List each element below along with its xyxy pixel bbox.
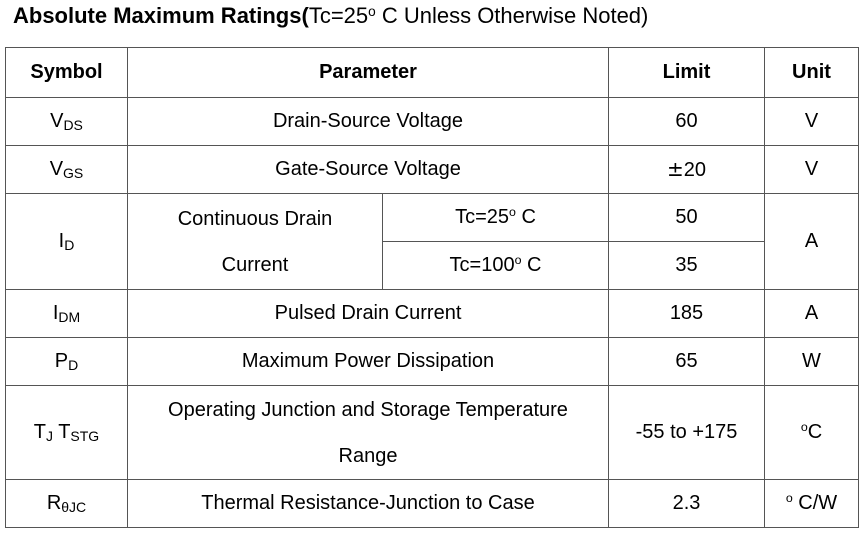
- title-main: Absolute Maximum Ratings(: [13, 3, 309, 28]
- limit-cell: 185: [608, 289, 765, 338]
- parameter-line-2: Range: [338, 444, 398, 467]
- symbol-main: I: [52, 302, 59, 324]
- parameter-cell: Pulsed Drain Current: [127, 289, 609, 338]
- parameter-line-1: Operating Junction and Storage Temperatu…: [168, 398, 568, 421]
- unit-cell: A: [764, 289, 859, 338]
- title-condition: Tc=25o C Unless Otherwise Noted): [309, 3, 649, 28]
- symbol-subscript: D: [68, 357, 79, 373]
- parameter-cell: Gate-Source Voltage: [127, 145, 609, 194]
- symbol-main: V: [50, 110, 64, 132]
- table-row-id-1: ID Continuous Drain Current Tc=25o C 50 A: [5, 193, 859, 290]
- symbol-main: V: [49, 158, 64, 180]
- unit-cell: oC: [764, 385, 859, 480]
- symbol-subscript: GS: [63, 165, 84, 181]
- unit-cell: V: [764, 145, 859, 194]
- degree-mark: o: [514, 253, 522, 268]
- condition-suffix: C: [521, 254, 542, 276]
- symbol-cell: IDM: [5, 289, 128, 338]
- header-unit: Unit: [764, 47, 859, 98]
- header-parameter: Parameter: [127, 47, 609, 98]
- symbol-main-2: T: [53, 421, 71, 443]
- unit-cell: W: [764, 337, 859, 386]
- plus-minus-sign: ±: [666, 157, 684, 181]
- table-row-tj: TJ TSTG Operating Junction and Storage T…: [5, 385, 859, 480]
- parameter-cell: Thermal Resistance-Junction to Case: [127, 479, 609, 528]
- condition-cell: Tc=100o C: [382, 241, 609, 290]
- parameter-cell: Drain-Source Voltage: [127, 97, 609, 146]
- symbol-subscript-2: STG: [70, 428, 100, 444]
- symbol-main: T: [33, 421, 46, 443]
- header-symbol: Symbol: [5, 47, 128, 98]
- limit-cell: -55 to +175: [608, 385, 765, 480]
- table-row-rthjc: RθJC Thermal Resistance-Junction to Case…: [5, 479, 859, 528]
- limit-cell: 60: [608, 97, 765, 146]
- symbol-main: P: [54, 350, 69, 372]
- parameter-cell: Continuous Drain Current: [127, 193, 383, 290]
- limit-value: 20: [683, 159, 706, 181]
- degree-mark: o: [509, 205, 516, 220]
- unit-cell: o C/W: [764, 479, 859, 528]
- symbol-subscript: DM: [58, 309, 81, 325]
- symbol-main: R: [46, 492, 62, 514]
- symbol-cell: VDS: [5, 97, 128, 146]
- symbol-subscript: DS: [63, 117, 83, 133]
- table-row-vds: VDS Drain-Source Voltage 60 V: [5, 97, 859, 146]
- symbol-cell: PD: [5, 337, 128, 386]
- condition-cell: Tc=25o C: [382, 193, 609, 242]
- condition-prefix: Tc=25: [455, 206, 510, 228]
- unit-cell: A: [764, 193, 859, 290]
- symbol-cell: TJ TSTG: [5, 385, 128, 480]
- parameter-cell: Operating Junction and Storage Temperatu…: [127, 385, 609, 480]
- parameter-line-1: Continuous Drain: [177, 207, 333, 230]
- table-row-id-2: Tc=100o C 35: [6, 241, 859, 290]
- condition-prefix: Tc=100: [449, 254, 515, 276]
- title-condition-suffix: C Unless Otherwise Noted): [375, 3, 649, 28]
- header-limit: Limit: [608, 47, 765, 98]
- parameter-line-2: Current: [221, 253, 289, 276]
- table-row-idm: IDM Pulsed Drain Current 185 A: [5, 289, 859, 338]
- unit-suffix: C/W: [792, 492, 838, 514]
- table-header-row: Symbol Parameter Limit Unit: [5, 47, 859, 98]
- symbol-subscript: J: [46, 428, 53, 444]
- unit-suffix: C: [807, 421, 823, 443]
- limit-cell: ±20: [608, 145, 765, 194]
- symbol-cell: VGS: [5, 145, 128, 194]
- limit-cell: 65: [608, 337, 765, 386]
- page-title: Absolute Maximum Ratings(Tc=25o C Unless…: [13, 2, 648, 30]
- degree-mark: o: [800, 420, 808, 435]
- ratings-table: Symbol Parameter Limit Unit VDS Drain-So…: [5, 47, 859, 528]
- condition-suffix: C: [515, 206, 536, 228]
- unit-cell: V: [764, 97, 859, 146]
- limit-cell: 50: [608, 193, 765, 242]
- symbol-main: I: [58, 230, 65, 252]
- table-row-pd: PD Maximum Power Dissipation 65 W: [5, 337, 859, 386]
- limit-cell: 35: [608, 241, 765, 290]
- parameter-cell: Maximum Power Dissipation: [127, 337, 609, 386]
- symbol-subscript: D: [64, 237, 75, 253]
- symbol-cell: RθJC: [5, 479, 128, 528]
- degree-mark: o: [785, 491, 793, 506]
- table-row-vgs: VGS Gate-Source Voltage ±20 V: [5, 145, 859, 194]
- title-condition-prefix: Tc=25: [308, 3, 369, 28]
- symbol-cell: ID: [5, 193, 128, 290]
- limit-cell: 2.3: [608, 479, 765, 528]
- title-degree-mark: o: [368, 3, 376, 19]
- symbol-subscript: θJC: [61, 499, 87, 515]
